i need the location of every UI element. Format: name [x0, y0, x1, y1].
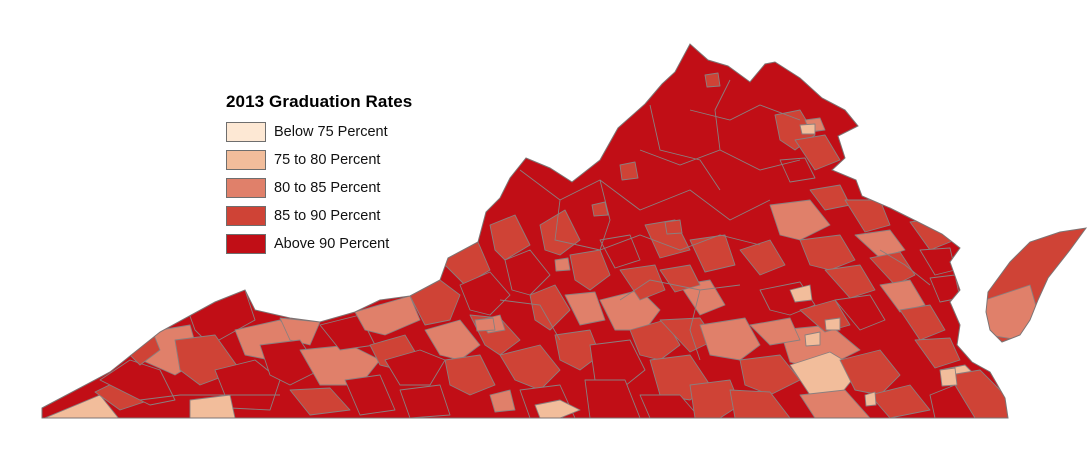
- legend-label: Above 90 Percent: [274, 236, 390, 252]
- county-region: [459, 271, 511, 316]
- county-boundary: [499, 299, 561, 341]
- county-boundary: [139, 394, 280, 401]
- county-region: [384, 349, 446, 386]
- county-region: [99, 359, 176, 406]
- county-region: [689, 234, 736, 273]
- county-region: [939, 367, 958, 387]
- county-region: [344, 374, 396, 416]
- county-region: [659, 264, 701, 293]
- legend-swatch: [226, 234, 266, 254]
- legend-label: 85 to 90 Percent: [274, 208, 381, 224]
- legend-swatch: [226, 122, 266, 142]
- county-region: [589, 339, 646, 391]
- county-boundary: [599, 179, 611, 251]
- county-region: [799, 234, 856, 271]
- county-region: [399, 384, 451, 418]
- county-region: [424, 319, 481, 361]
- county-region: [639, 394, 701, 418]
- county-region: [749, 317, 801, 346]
- county-region: [769, 199, 831, 241]
- county-region: [729, 389, 791, 418]
- county-region: [929, 384, 976, 418]
- county-region: [869, 251, 916, 286]
- legend-swatch: [226, 206, 266, 226]
- county-region: [839, 349, 901, 396]
- county-region: [869, 384, 931, 418]
- county-region: [799, 123, 816, 135]
- county-region: [914, 337, 961, 369]
- legend-title: 2013 Graduation Rates: [226, 92, 413, 111]
- county-boundary: [619, 279, 741, 301]
- county-region: [739, 354, 801, 396]
- county-region: [599, 234, 641, 269]
- county-boundary: [689, 104, 801, 121]
- county-region: [489, 214, 531, 261]
- county-region: [289, 387, 351, 416]
- county-region: [591, 201, 609, 217]
- county-region: [554, 329, 601, 371]
- county-region: [354, 295, 421, 336]
- state-outline: [41, 43, 1009, 419]
- county-region: [704, 72, 721, 88]
- county-boundary: [714, 79, 731, 151]
- county-region: [679, 279, 726, 316]
- legend-item-75-80: 75 to 80 Percent: [226, 146, 412, 174]
- county-region: [534, 399, 581, 418]
- county-region: [564, 291, 606, 326]
- county-boundary: [649, 104, 721, 191]
- county-region: [619, 264, 666, 301]
- legend-label: Below 75 Percent: [274, 124, 388, 140]
- legend-item-80-85: 80 to 85 Percent: [226, 174, 412, 202]
- county-region: [879, 279, 926, 313]
- legend-swatch: [226, 178, 266, 198]
- county-region: [854, 229, 906, 259]
- county-region: [799, 389, 871, 418]
- county-region: [489, 389, 516, 413]
- county-region: [824, 317, 841, 331]
- county-region: [529, 284, 571, 331]
- legend-swatch: [226, 150, 266, 170]
- county-region: [474, 317, 496, 332]
- county-region: [584, 379, 641, 418]
- eastern-shore-outline: [985, 227, 1088, 343]
- county-region: [779, 157, 816, 183]
- map-legend: 2013 Graduation Rates Below 75 Percent 7…: [226, 92, 412, 258]
- county-boundary: [554, 199, 761, 251]
- legend-label: 80 to 85 Percent: [274, 180, 381, 196]
- county-region: [739, 239, 786, 276]
- legend-label: 75 to 80 Percent: [274, 152, 381, 168]
- county-region: [569, 249, 611, 291]
- county-region: [699, 317, 761, 361]
- county-region: [504, 249, 551, 296]
- county-region: [834, 294, 886, 331]
- legend-item-85-90: 85 to 90 Percent: [226, 202, 412, 230]
- legend-item-above-90: Above 90 Percent: [226, 230, 412, 258]
- legend-item-below-75: Below 75 Percent: [226, 118, 412, 146]
- county-region: [794, 134, 841, 171]
- county-region: [444, 354, 496, 396]
- county-region: [824, 264, 876, 299]
- county-region: [804, 331, 821, 347]
- county-boundary: [879, 249, 931, 286]
- county-region: [599, 289, 661, 331]
- county-region: [899, 304, 946, 341]
- county-region: [664, 219, 683, 235]
- county-region: [189, 394, 236, 418]
- county-boundary: [689, 289, 701, 361]
- county-region: [689, 379, 741, 418]
- county-region: [789, 284, 813, 303]
- county-region: [499, 344, 561, 391]
- county-region: [864, 391, 877, 407]
- county-region: [629, 319, 681, 361]
- county-region: [554, 257, 571, 272]
- county-region: [619, 161, 639, 181]
- county-region: [844, 199, 891, 233]
- county-region: [42, 394, 121, 418]
